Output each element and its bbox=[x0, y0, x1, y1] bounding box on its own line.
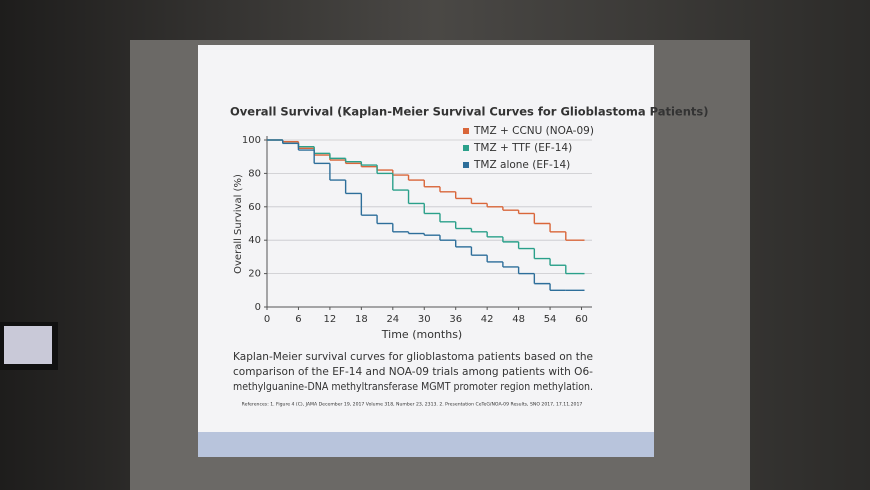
y-tick-label: 80 bbox=[248, 168, 261, 179]
y-tick-label: 20 bbox=[248, 269, 261, 280]
references: References: 1. Figure 4 (C), JAMA Decemb… bbox=[242, 402, 583, 408]
x-axis-label: Time (months) bbox=[381, 328, 462, 341]
y-tick-label: 100 bbox=[242, 135, 261, 146]
x-tick-label: 6 bbox=[295, 314, 301, 325]
caption-line: Kaplan-Meier survival curves for gliobla… bbox=[233, 350, 593, 363]
y-tick-label: 60 bbox=[248, 202, 261, 213]
x-tick-label: 30 bbox=[418, 314, 431, 325]
legend-label: TMZ + TTF (EF-14) bbox=[473, 142, 572, 154]
x-tick-label: 12 bbox=[324, 314, 337, 325]
x-tick-label: 42 bbox=[481, 314, 494, 325]
y-tick-label: 0 bbox=[255, 302, 261, 313]
legend-label: TMZ + CCNU (NOA-09) bbox=[473, 125, 594, 137]
legend-swatch bbox=[463, 145, 469, 151]
x-tick-label: 54 bbox=[544, 314, 557, 325]
x-tick-label: 24 bbox=[386, 314, 399, 325]
y-tick-label: 40 bbox=[248, 235, 261, 246]
x-tick-label: 60 bbox=[575, 314, 588, 325]
monitor-screen bbox=[4, 326, 52, 364]
x-tick-label: 0 bbox=[264, 314, 270, 325]
caption-line: methylguanine-DNA methyltransferase MGMT… bbox=[233, 380, 593, 393]
legend-label: TMZ alone (EF-14) bbox=[473, 159, 570, 171]
x-tick-label: 18 bbox=[355, 314, 368, 325]
caption-line: comparison of the EF-14 and NOA-09 trial… bbox=[233, 365, 593, 378]
x-tick-label: 36 bbox=[449, 314, 462, 325]
legend-swatch bbox=[463, 162, 469, 168]
slide bbox=[198, 45, 654, 457]
slide-band bbox=[198, 432, 654, 457]
legend-swatch bbox=[463, 128, 469, 134]
y-axis-label: Overall Survival (%) bbox=[233, 174, 244, 274]
x-tick-label: 48 bbox=[512, 314, 525, 325]
chart-title: Overall Survival (Kaplan-Meier Survival … bbox=[230, 105, 709, 119]
